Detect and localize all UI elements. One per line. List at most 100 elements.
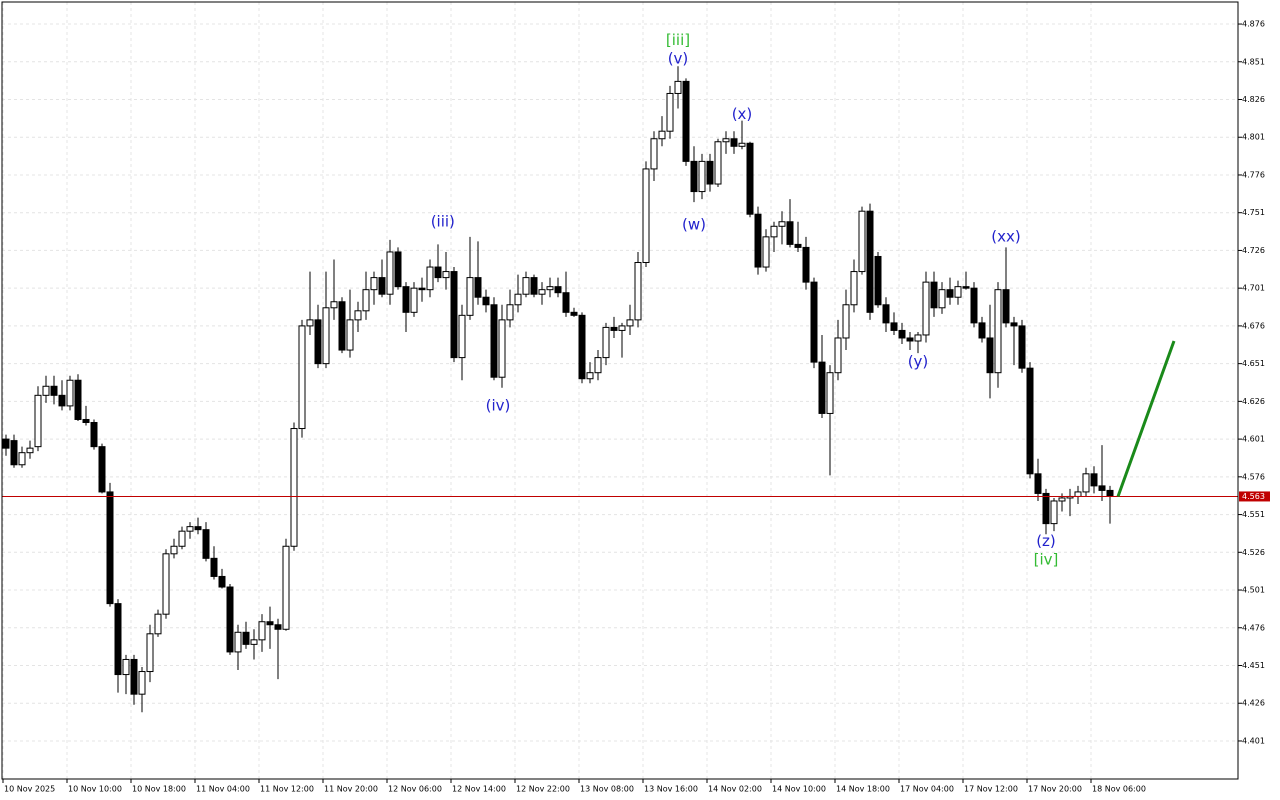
candle-body (842, 304, 850, 339)
x-tick-label: 10 Nov 2025 (4, 785, 55, 794)
y-tick-label: 4.501 (1242, 586, 1265, 595)
candle-body (1074, 491, 1082, 497)
candle-body (578, 314, 586, 380)
candle-body (442, 271, 450, 279)
x-tick-label: 13 Nov 16:00 (644, 785, 698, 794)
x-tick-label: 14 Nov 10:00 (772, 785, 826, 794)
candle-body (1098, 485, 1106, 491)
candle-body (138, 671, 146, 695)
candle-body (210, 557, 218, 577)
wave-label: (xx) (991, 227, 1020, 245)
candle-body (394, 251, 402, 288)
candle-body (450, 271, 458, 359)
x-tick-label: 17 Nov 12:00 (964, 785, 1018, 794)
candle-body (370, 277, 378, 291)
candle-body (378, 277, 386, 295)
candle-body (674, 80, 682, 94)
candle-body (986, 337, 994, 374)
y-tick-label: 4.476 (1242, 623, 1265, 632)
y-tick-label: 4.826 (1242, 95, 1265, 104)
candle-body (778, 221, 786, 227)
candle-body (258, 621, 266, 641)
candle-body (146, 633, 154, 673)
candle-body (954, 286, 962, 298)
candle-body (162, 553, 170, 615)
candle-body (26, 447, 34, 454)
candle-body (202, 529, 210, 559)
candle-body (410, 287, 418, 313)
plot-frame (1, 1, 1239, 780)
candle-body (1082, 473, 1090, 493)
candle-body (706, 160, 714, 185)
candle-body (226, 586, 234, 653)
wave-label: (x) (732, 105, 753, 123)
candle-body (970, 287, 978, 324)
candle-body (962, 286, 970, 289)
x-tick-label: 12 Nov 14:00 (452, 785, 506, 794)
x-tick-label: 13 Nov 08:00 (580, 785, 634, 794)
candle-body (722, 138, 730, 143)
candle-body (554, 286, 562, 294)
candle-body (2, 438, 10, 449)
candle-body (978, 322, 986, 339)
candle-body (106, 491, 114, 605)
candle-body (290, 428, 298, 547)
candle-body (538, 289, 546, 295)
candle-body (658, 130, 666, 140)
candle-body (322, 307, 330, 365)
candle-body (786, 221, 794, 245)
candle-body (618, 325, 626, 331)
candle-body (386, 251, 394, 295)
candle-body (42, 385, 50, 396)
candle-body (98, 446, 106, 493)
candle-body (314, 319, 322, 365)
candle-body (242, 631, 250, 645)
candle-body (546, 286, 554, 291)
candle-body (818, 361, 826, 414)
candle-body (1050, 500, 1058, 525)
candle-body (114, 603, 122, 676)
candle-body (458, 314, 466, 359)
wave-label: (v) (668, 49, 689, 67)
candle-body (178, 530, 186, 547)
candle-body (234, 631, 242, 653)
x-tick-label: 10 Nov 18:00 (132, 785, 186, 794)
candle-body (866, 210, 874, 313)
wave-label: (y) (908, 353, 929, 371)
candle-body (930, 281, 938, 309)
candle-body (90, 421, 98, 448)
candle-body (762, 236, 770, 268)
candle-body (346, 319, 354, 351)
candle-body (418, 287, 426, 291)
y-tick-label: 4.451 (1242, 661, 1265, 670)
candle-body (994, 289, 1002, 374)
candle-body (898, 329, 906, 339)
candle-body (186, 526, 194, 532)
candle-body (746, 142, 754, 215)
candle-body (490, 304, 498, 378)
candle-body (466, 277, 474, 316)
wave-label: [iii] (666, 31, 690, 49)
candle-body (834, 337, 842, 374)
candle-body (306, 319, 314, 327)
y-tick-label: 4.801 (1242, 133, 1265, 142)
y-tick-label: 4.426 (1242, 699, 1265, 708)
y-tick-label: 4.751 (1242, 208, 1265, 217)
candle-body (850, 271, 858, 306)
wave-label: (z) (1036, 532, 1056, 550)
candle-body (1018, 325, 1026, 369)
candle-body (570, 311, 578, 316)
candle-body (514, 293, 522, 306)
y-tick-label: 4.876 (1242, 20, 1265, 29)
x-tick-label: 17 Nov 04:00 (900, 785, 954, 794)
candle-body (170, 545, 178, 555)
x-tick-label: 11 Nov 12:00 (260, 785, 314, 794)
candle-body (802, 246, 810, 283)
wave-label: (iv) (486, 396, 511, 414)
candle-body (938, 289, 946, 309)
candle-body (498, 319, 506, 378)
y-tick-label: 4.701 (1242, 284, 1265, 293)
candle-body (1010, 322, 1018, 327)
candle-body (1034, 473, 1042, 494)
